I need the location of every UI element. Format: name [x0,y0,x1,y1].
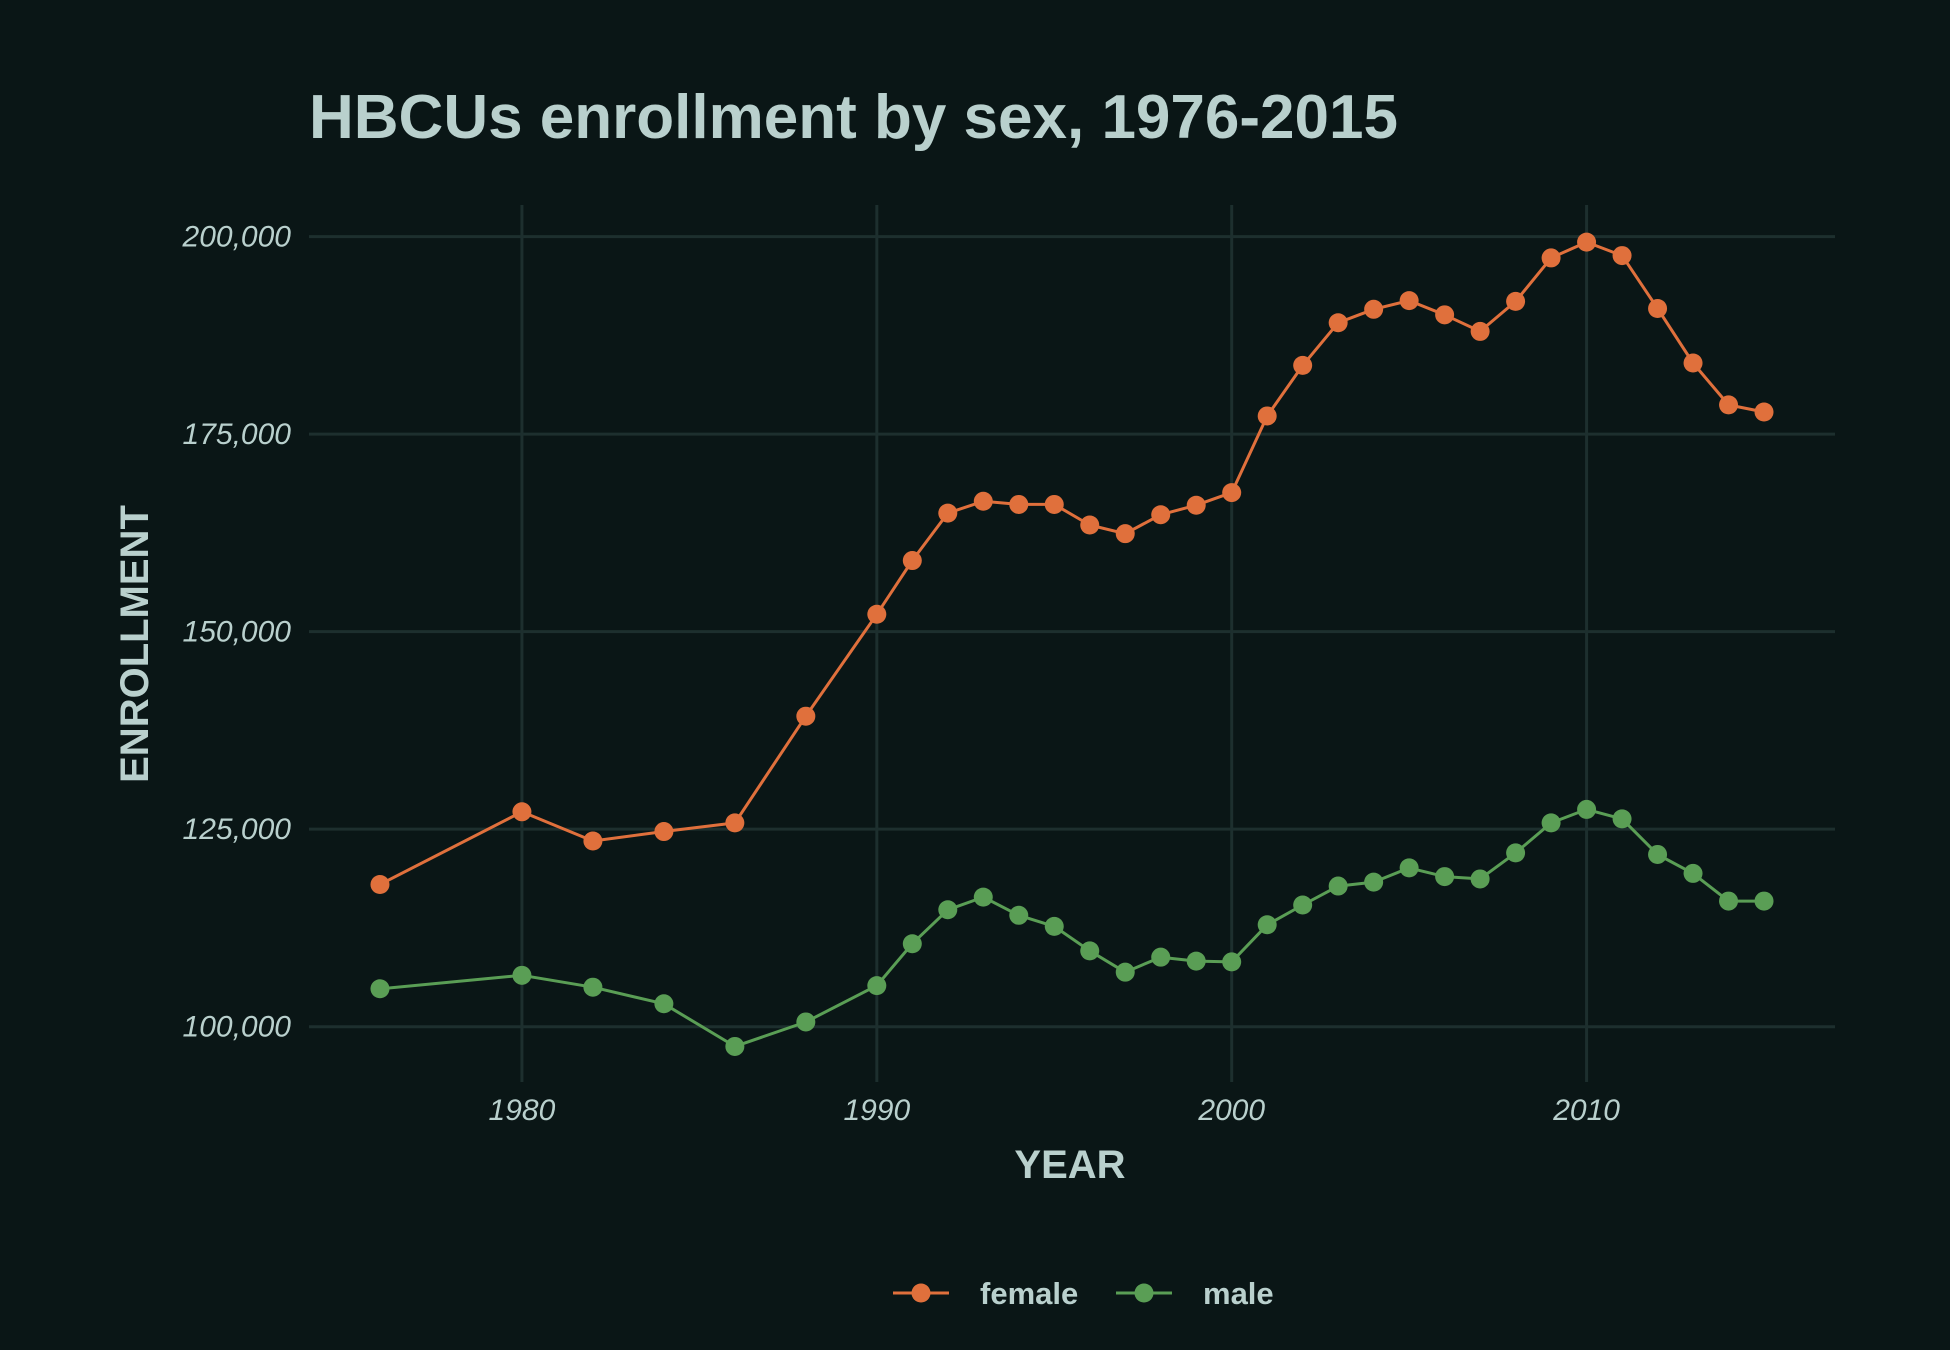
y-tick-label: 200,000 [182,221,292,254]
data-point-female [796,706,816,726]
data-point-male [1399,858,1419,878]
data-point-female [1435,305,1455,325]
data-point-male [902,934,922,954]
data-point-female [1541,248,1561,268]
data-point-female [1754,402,1774,422]
y-tick-label: 150,000 [183,616,292,649]
data-point-male [1080,941,1100,961]
data-point-male [973,887,993,907]
y-tick-label: 100,000 [183,1011,292,1044]
data-point-male [1293,895,1313,915]
data-point-male [654,994,674,1014]
data-point-female [512,802,532,822]
data-point-female [1080,515,1100,535]
x-tick-label: 1990 [843,1094,910,1127]
series-layer [370,232,1774,1056]
data-point-female [902,551,922,571]
data-point-male [370,979,390,999]
data-point-female [1009,494,1029,514]
data-point-male [1115,962,1135,982]
data-point-male [1506,843,1526,863]
data-point-male [583,977,603,997]
data-point-male [1257,915,1277,935]
data-point-male [1648,844,1668,864]
x-tick-label: 1980 [489,1094,556,1127]
data-point-female [1222,483,1242,503]
data-point-female [1293,355,1313,375]
data-point-male [1612,809,1632,829]
data-point-male [1186,951,1206,971]
data-point-female [1612,246,1632,266]
data-point-male [796,1012,816,1032]
data-point-female [1364,299,1384,319]
data-point-female [1186,495,1206,515]
legend-key-point-female [911,1283,931,1303]
data-point-female [1577,232,1597,252]
data-point-male [1577,799,1597,819]
tick-labels: 100,000 125,000 150,000 175,000 200,000 1980 1… [182,221,1621,1127]
data-point-female [1719,395,1739,415]
data-point-male [1222,952,1242,972]
series-male [370,799,1774,1056]
data-point-female [973,491,993,511]
data-point-female [1257,406,1277,426]
data-point-female [1683,353,1703,373]
legend-label-male: male [1203,1276,1274,1311]
data-point-female [1151,505,1171,525]
legend-item-female: female [893,1276,1078,1311]
data-point-male [1541,813,1561,833]
legend: female male [893,1276,1274,1311]
data-point-female [1328,313,1348,333]
data-point-male [1364,872,1384,892]
series-female [370,232,1774,894]
x-tick-label: 2000 [1197,1094,1265,1127]
data-point-male [1328,876,1348,896]
y-axis-title: ENROLLMENT [113,505,157,783]
legend-item-male: male [1116,1276,1274,1311]
x-tick-label: 2010 [1552,1094,1620,1127]
data-point-female [1470,321,1490,341]
data-point-female [1506,291,1526,311]
data-point-female [1044,494,1064,514]
data-point-female [1648,299,1668,319]
data-point-female [583,831,603,851]
chart-title: HBCUs enrollment by sex, 1976-2015 [309,83,1398,152]
legend-key-point-male [1134,1283,1154,1303]
data-point-female [725,813,745,833]
data-point-male [938,900,958,920]
data-point-female [867,604,887,624]
data-point-male [1683,863,1703,883]
data-point-female [1115,524,1135,544]
data-point-male [725,1036,745,1056]
y-tick-label: 125,000 [183,813,292,846]
data-point-female [938,503,958,523]
data-point-male [1151,947,1171,967]
data-point-male [1435,867,1455,887]
data-point-male [1719,891,1739,911]
legend-label-female: female [980,1276,1078,1311]
data-point-male [1009,905,1029,925]
data-point-male [867,976,887,996]
data-point-male [1470,869,1490,889]
data-point-male [512,965,532,985]
data-point-female [654,822,674,842]
data-point-male [1044,916,1064,936]
data-point-female [1399,291,1419,311]
y-tick-label: 175,000 [183,418,292,451]
data-point-female [370,874,390,894]
x-axis-title: YEAR [1014,1143,1125,1187]
data-point-male [1754,891,1774,911]
